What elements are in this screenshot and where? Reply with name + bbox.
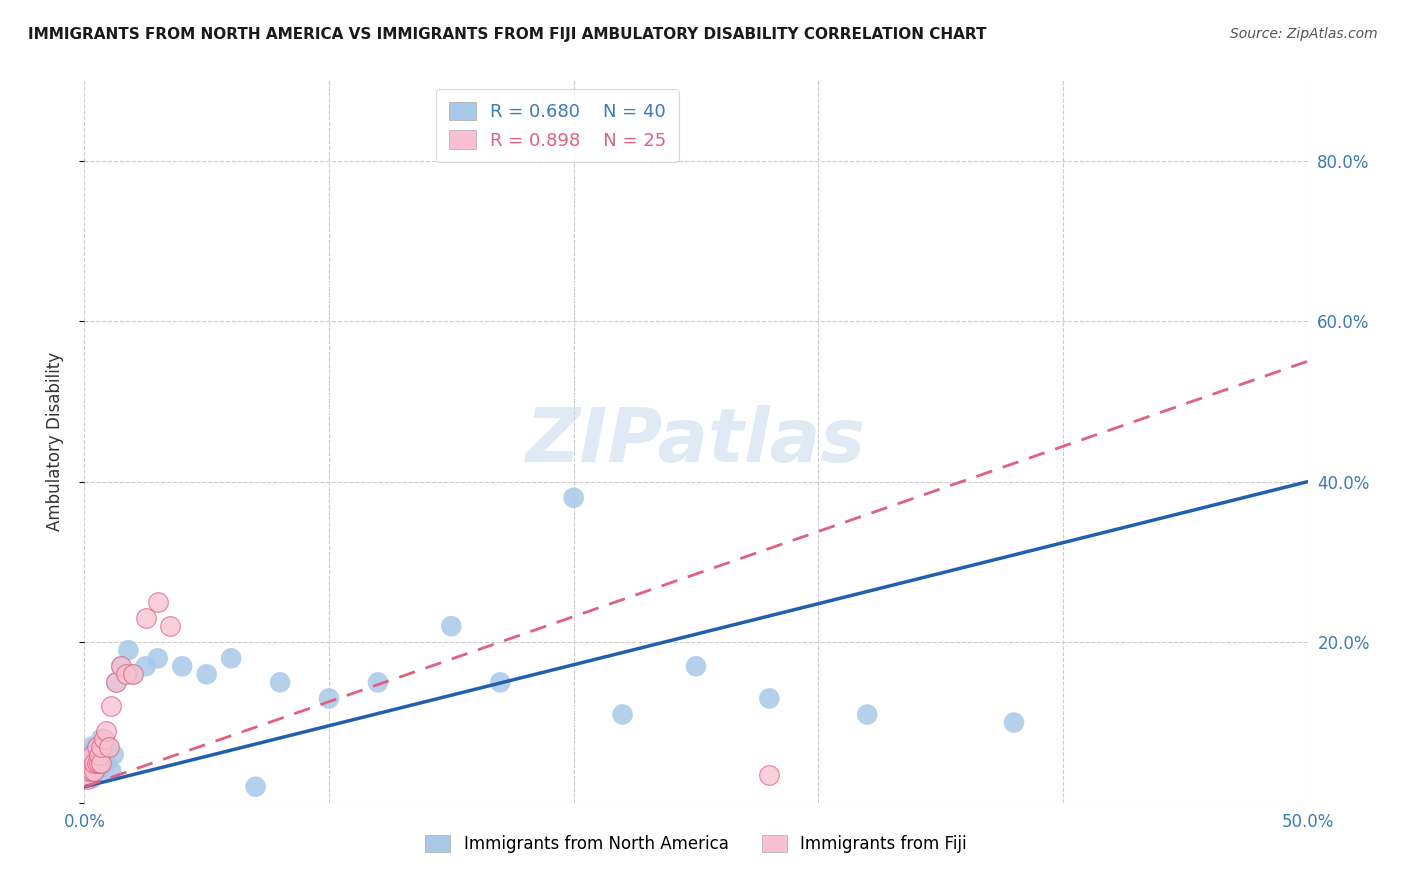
Point	[122, 667, 145, 681]
Point	[135, 659, 157, 673]
Point	[100, 699, 122, 714]
Point	[80, 772, 103, 786]
Point	[86, 756, 108, 770]
Point	[80, 756, 103, 770]
Point	[758, 767, 780, 781]
Point	[77, 756, 100, 770]
Point	[318, 691, 340, 706]
Point	[115, 667, 138, 681]
Point	[87, 747, 110, 762]
Point	[245, 780, 267, 794]
Point	[83, 747, 105, 762]
Point	[86, 739, 108, 754]
Point	[80, 764, 103, 778]
Point	[440, 619, 463, 633]
Point	[1002, 715, 1025, 730]
Point	[100, 764, 122, 778]
Point	[135, 611, 157, 625]
Point	[76, 772, 98, 786]
Point	[110, 659, 132, 673]
Point	[77, 756, 100, 770]
Point	[195, 667, 218, 681]
Text: ZIPatlas: ZIPatlas	[526, 405, 866, 478]
Point	[562, 491, 585, 505]
Point	[93, 731, 115, 746]
Point	[117, 643, 139, 657]
Point	[87, 747, 110, 762]
Point	[489, 675, 512, 690]
Point	[105, 675, 128, 690]
Point	[83, 764, 105, 778]
Text: IMMIGRANTS FROM NORTH AMERICA VS IMMIGRANTS FROM FIJI AMBULATORY DISABILITY CORR: IMMIGRANTS FROM NORTH AMERICA VS IMMIGRA…	[28, 27, 987, 42]
Point	[90, 739, 112, 754]
Y-axis label: Ambulatory Disability: Ambulatory Disability	[45, 352, 63, 531]
Point	[83, 756, 105, 770]
Point	[80, 747, 103, 762]
Point	[146, 595, 169, 609]
Point	[96, 756, 118, 770]
Point	[110, 659, 132, 673]
Point	[76, 764, 98, 778]
Point	[90, 756, 112, 770]
Point	[612, 707, 634, 722]
Point	[172, 659, 194, 673]
Point	[685, 659, 707, 673]
Point	[96, 723, 118, 738]
Point	[122, 667, 145, 681]
Point	[97, 739, 120, 754]
Text: Source: ZipAtlas.com: Source: ZipAtlas.com	[1230, 27, 1378, 41]
Point	[856, 707, 879, 722]
Point	[86, 756, 108, 770]
Point	[758, 691, 780, 706]
Point	[219, 651, 242, 665]
Point	[83, 764, 105, 778]
Point	[269, 675, 291, 690]
Point	[367, 675, 389, 690]
Point	[90, 731, 112, 746]
Point	[77, 747, 100, 762]
Point	[146, 651, 169, 665]
Point	[159, 619, 181, 633]
Point	[90, 756, 112, 770]
Legend: Immigrants from North America, Immigrants from Fiji: Immigrants from North America, Immigrant…	[419, 828, 973, 860]
Point	[97, 739, 120, 754]
Point	[80, 739, 103, 754]
Point	[77, 764, 100, 778]
Point	[105, 675, 128, 690]
Point	[93, 747, 115, 762]
Point	[103, 747, 125, 762]
Point	[86, 739, 108, 754]
Point	[87, 756, 110, 770]
Point	[87, 764, 110, 778]
